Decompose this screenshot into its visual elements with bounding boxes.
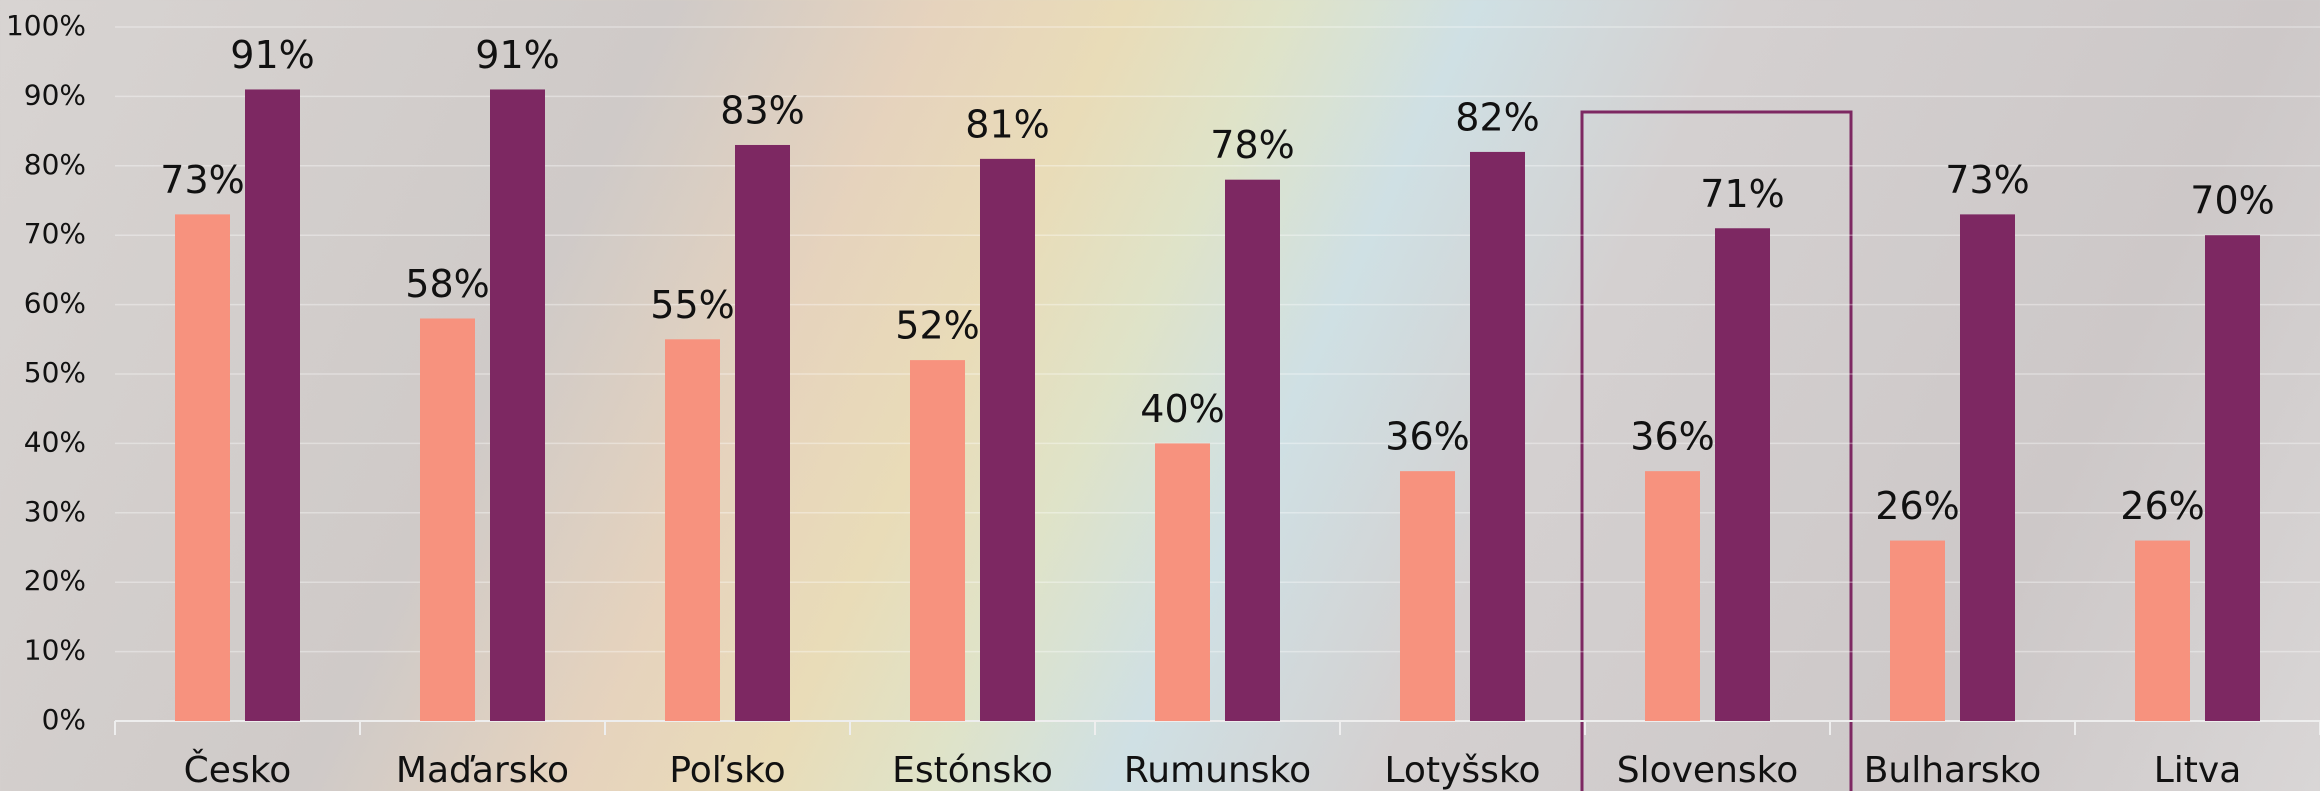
- x-tick-label: Poľsko: [669, 750, 785, 791]
- y-tick-label: 100%: [6, 9, 86, 42]
- bar: [1645, 471, 1700, 721]
- value-label: 71%: [1700, 172, 1784, 216]
- value-label: 40%: [1140, 387, 1224, 431]
- value-label: 91%: [230, 33, 314, 77]
- y-tick-label: 40%: [24, 425, 86, 458]
- x-tick-label: Maďarsko: [396, 750, 569, 791]
- y-tick-label: 50%: [24, 356, 86, 389]
- value-label: 81%: [965, 102, 1049, 146]
- x-tick-label: Bulharsko: [1864, 750, 2042, 791]
- y-tick-label: 30%: [24, 495, 86, 528]
- chart: 0% 10% 20% 30% 40% 50% 60% 70% 80% 90% 100% Česko 73…: [0, 0, 2320, 791]
- y-tick-label: 70%: [24, 217, 86, 250]
- value-label: 91%: [475, 33, 559, 77]
- value-label: 83%: [720, 88, 804, 132]
- bar: [175, 214, 230, 721]
- value-label: 36%: [1630, 415, 1714, 459]
- value-label: 52%: [895, 304, 979, 348]
- y-tick-label: 60%: [24, 287, 86, 320]
- value-label: 73%: [160, 158, 244, 202]
- bar: [2135, 541, 2190, 721]
- value-label: 73%: [1945, 158, 2029, 202]
- bar: [980, 159, 1035, 721]
- bar: [420, 318, 475, 721]
- y-tick-label: 10%: [24, 634, 86, 667]
- y-tick-label: 90%: [24, 78, 86, 111]
- value-label: 26%: [2120, 484, 2204, 528]
- bar: [1155, 443, 1210, 721]
- value-label: 55%: [650, 283, 734, 327]
- bar: [665, 339, 720, 721]
- bar: [1890, 541, 1945, 721]
- value-label: 82%: [1455, 95, 1539, 139]
- bar: [1960, 214, 2015, 721]
- bar: [1225, 180, 1280, 721]
- value-label: 36%: [1385, 415, 1469, 459]
- x-tick-label: Litva: [2154, 750, 2242, 791]
- bar: [490, 89, 545, 721]
- bar: [1400, 471, 1455, 721]
- bar: [1470, 152, 1525, 721]
- value-label: 58%: [405, 262, 489, 306]
- value-label: 70%: [2190, 179, 2274, 223]
- bar: [910, 360, 965, 721]
- bar: [1715, 228, 1770, 721]
- y-tick-label: 80%: [24, 148, 86, 181]
- bar: [735, 145, 790, 721]
- x-tick-label: Česko: [184, 749, 292, 791]
- bar: [2205, 235, 2260, 721]
- y-tick-label: 20%: [24, 564, 86, 597]
- x-tick-label: Rumunsko: [1124, 750, 1311, 791]
- bar: [245, 89, 300, 721]
- value-label: 78%: [1210, 123, 1294, 167]
- value-label: 26%: [1875, 484, 1959, 528]
- x-tick-label: Lotyšsko: [1385, 750, 1541, 791]
- x-tick-label: Slovensko: [1617, 750, 1799, 791]
- y-tick-label: 0%: [42, 703, 86, 736]
- x-tick-label: Estónsko: [892, 750, 1053, 791]
